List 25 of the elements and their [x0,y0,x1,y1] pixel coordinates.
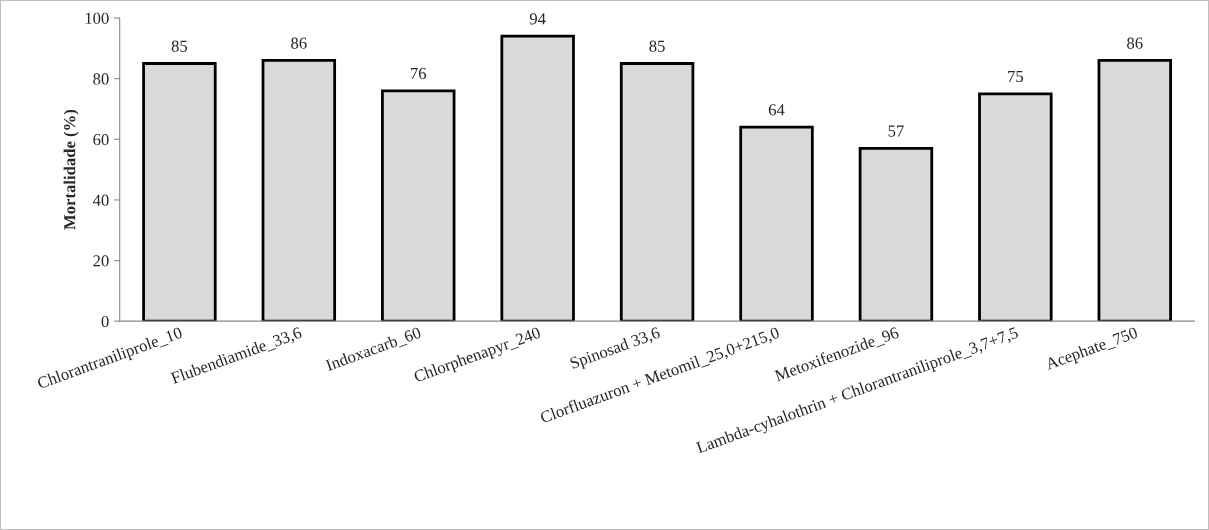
data-label: 76 [411,67,427,80]
data-label: 75 [1008,71,1024,83]
bar [381,89,456,322]
data-label: 64 [768,104,785,116]
y-tick-label: 40 [92,194,109,206]
y-tick-label: 100 [85,12,109,24]
y-tick-label: 60 [93,133,109,146]
y-axis-title: Mortalidade (%) [63,109,79,230]
y-tick-label: 80 [93,73,109,85]
data-label: 85 [171,40,188,52]
bar [978,92,1053,322]
bar [261,59,337,322]
y-tick-label: 0 [101,315,109,328]
bar [858,146,934,322]
data-label: 85 [649,40,665,52]
bar [1097,59,1172,322]
bar [142,62,217,322]
data-label: 86 [1127,37,1143,49]
bar [619,62,695,322]
data-label: 94 [529,13,546,25]
bar [739,125,814,322]
data-label: 86 [291,37,307,49]
data-label: 57 [888,125,904,137]
y-tick-label: 20 [93,255,109,267]
bar [500,34,575,322]
